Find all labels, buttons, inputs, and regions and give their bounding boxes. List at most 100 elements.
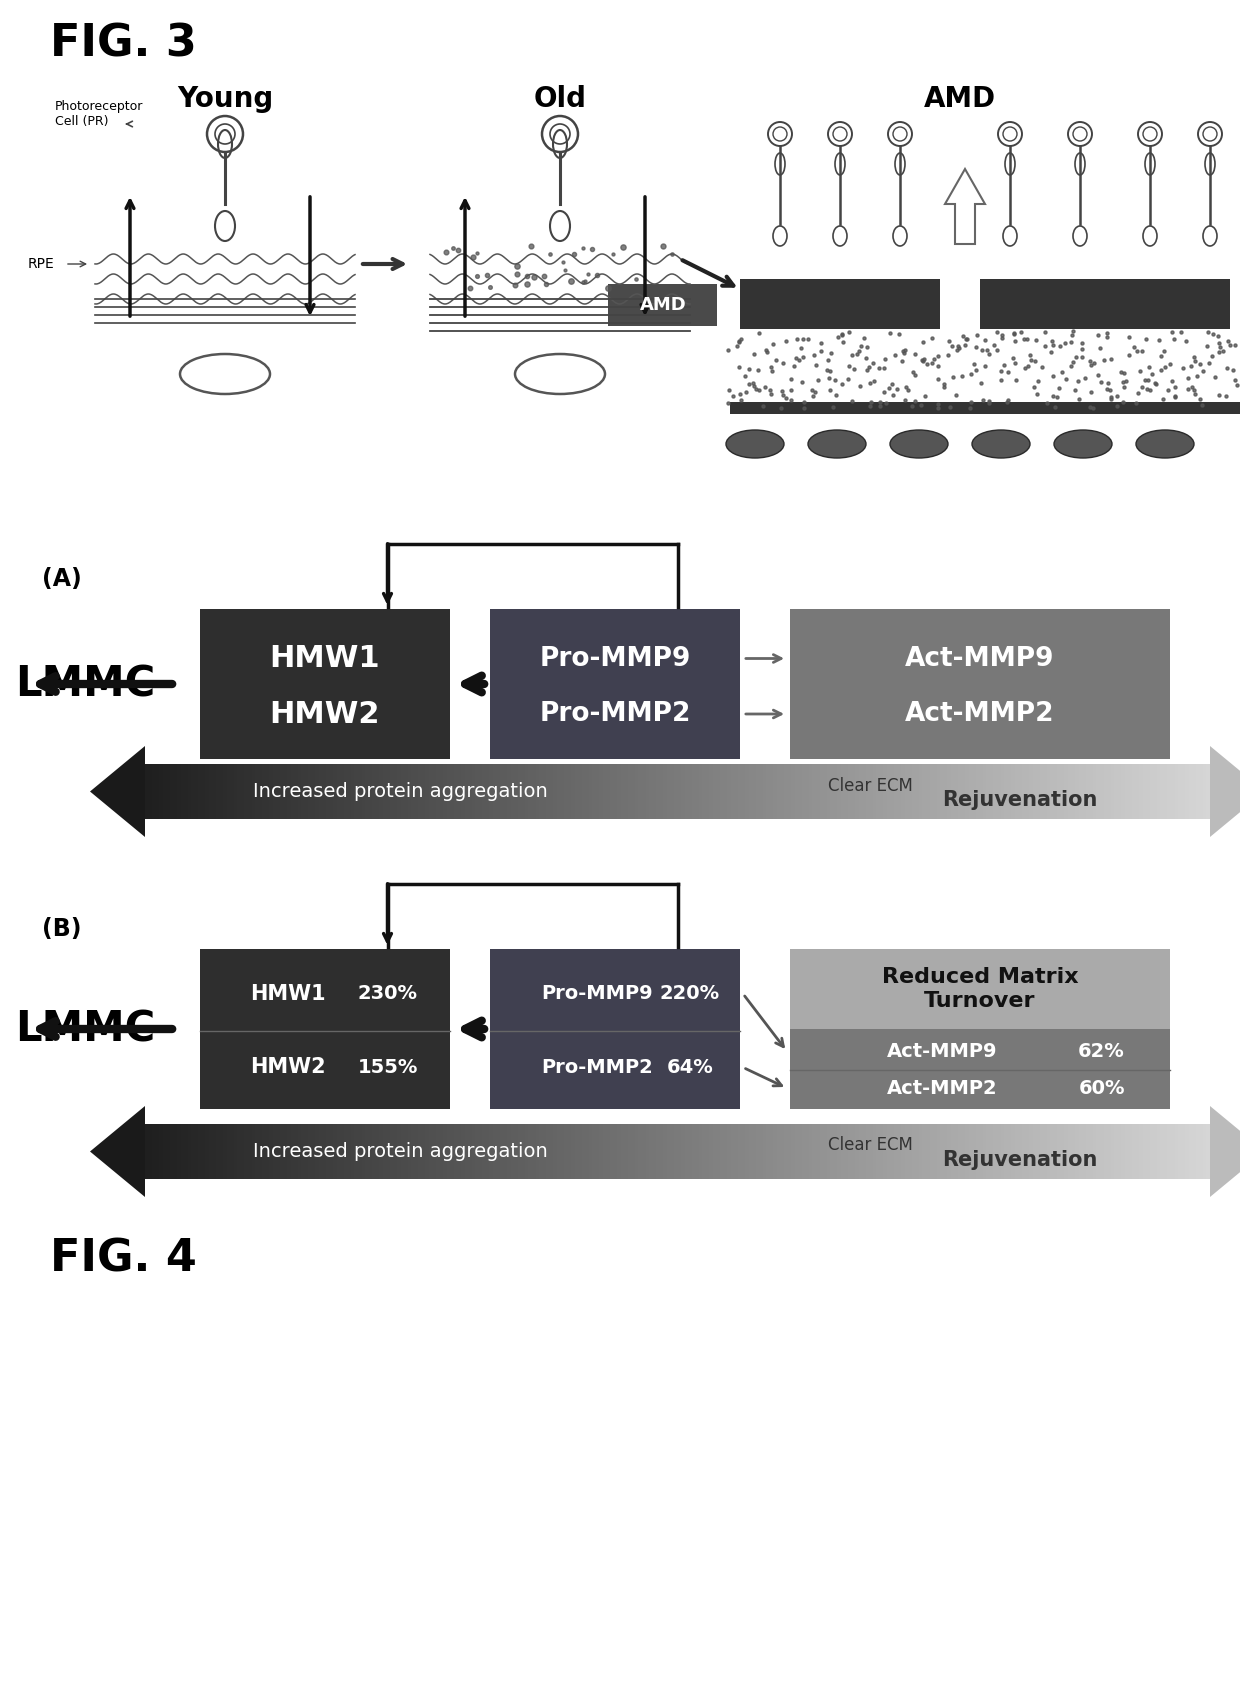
Bar bbox=[1107, 1123, 1111, 1179]
Bar bbox=[675, 1123, 678, 1179]
Bar bbox=[227, 1123, 231, 1179]
Bar bbox=[539, 763, 543, 819]
Bar bbox=[298, 763, 303, 819]
Bar bbox=[976, 763, 981, 819]
Text: Increased protein aggregation: Increased protein aggregation bbox=[253, 1142, 547, 1160]
Bar bbox=[1142, 763, 1147, 819]
Bar bbox=[730, 763, 735, 819]
Bar bbox=[557, 1123, 562, 1179]
Bar bbox=[170, 763, 175, 819]
Bar bbox=[528, 763, 533, 819]
Text: Clear ECM: Clear ECM bbox=[827, 1137, 913, 1155]
Bar bbox=[461, 763, 465, 819]
Bar bbox=[749, 1123, 753, 1179]
Text: 155%: 155% bbox=[357, 1057, 418, 1078]
Bar bbox=[627, 763, 632, 819]
Bar bbox=[280, 763, 284, 819]
Bar bbox=[934, 1123, 937, 1179]
Bar bbox=[284, 763, 288, 819]
Bar bbox=[557, 763, 562, 819]
Bar bbox=[206, 1123, 210, 1179]
Bar bbox=[574, 763, 579, 819]
Bar bbox=[412, 763, 415, 819]
Bar bbox=[408, 763, 412, 819]
Bar bbox=[532, 763, 537, 819]
Bar bbox=[454, 763, 459, 819]
Bar bbox=[265, 1123, 270, 1179]
Bar bbox=[372, 1123, 377, 1179]
Bar bbox=[294, 763, 299, 819]
Bar bbox=[681, 763, 686, 819]
Bar bbox=[503, 763, 508, 819]
Bar bbox=[1192, 1123, 1197, 1179]
Bar bbox=[603, 763, 608, 819]
Bar bbox=[1125, 1123, 1130, 1179]
Bar bbox=[1079, 763, 1084, 819]
Bar bbox=[156, 763, 160, 819]
Bar bbox=[340, 1123, 345, 1179]
Text: Rejuvenation: Rejuvenation bbox=[942, 789, 1097, 809]
Bar bbox=[671, 1123, 675, 1179]
Text: Act-MMP2: Act-MMP2 bbox=[887, 1079, 997, 1098]
Bar bbox=[465, 763, 469, 819]
Bar bbox=[1171, 763, 1176, 819]
Text: HMW2: HMW2 bbox=[249, 1057, 325, 1078]
Bar bbox=[993, 763, 998, 819]
Bar bbox=[812, 763, 817, 819]
FancyBboxPatch shape bbox=[200, 610, 450, 758]
Bar bbox=[273, 1123, 278, 1179]
Bar bbox=[244, 1123, 249, 1179]
Bar bbox=[1047, 763, 1052, 819]
Bar bbox=[212, 763, 217, 819]
Bar bbox=[596, 1123, 600, 1179]
Bar bbox=[934, 763, 937, 819]
Bar bbox=[585, 1123, 590, 1179]
Bar bbox=[787, 763, 792, 819]
Bar bbox=[521, 763, 526, 819]
Bar bbox=[578, 763, 583, 819]
Bar bbox=[986, 763, 991, 819]
Bar bbox=[343, 763, 348, 819]
Bar bbox=[309, 763, 312, 819]
Bar bbox=[387, 763, 391, 819]
Bar bbox=[262, 763, 267, 819]
Bar bbox=[337, 1123, 341, 1179]
Bar bbox=[1185, 1123, 1189, 1179]
Text: Clear ECM: Clear ECM bbox=[827, 777, 913, 794]
Bar bbox=[145, 1123, 150, 1179]
Bar bbox=[688, 1123, 693, 1179]
Bar bbox=[738, 1123, 743, 1179]
Bar bbox=[482, 763, 487, 819]
Text: HMW2: HMW2 bbox=[270, 699, 381, 728]
Bar bbox=[202, 763, 206, 819]
Ellipse shape bbox=[890, 431, 949, 458]
Bar bbox=[646, 1123, 650, 1179]
Bar bbox=[1199, 1123, 1204, 1179]
Bar bbox=[727, 1123, 732, 1179]
Bar bbox=[734, 763, 739, 819]
Bar bbox=[795, 1123, 800, 1179]
Bar bbox=[955, 763, 959, 819]
FancyBboxPatch shape bbox=[790, 610, 1171, 758]
Bar bbox=[231, 763, 234, 819]
Bar bbox=[1164, 1123, 1168, 1179]
Bar bbox=[873, 763, 878, 819]
Bar bbox=[663, 1123, 668, 1179]
Bar bbox=[536, 1123, 541, 1179]
Bar bbox=[692, 763, 696, 819]
Bar bbox=[908, 763, 913, 819]
Ellipse shape bbox=[1054, 431, 1112, 458]
Text: LMMC: LMMC bbox=[15, 664, 155, 704]
Bar bbox=[961, 1123, 966, 1179]
Bar bbox=[286, 763, 291, 819]
Text: 230%: 230% bbox=[357, 985, 418, 1003]
Bar bbox=[389, 763, 394, 819]
Bar bbox=[479, 1123, 484, 1179]
Bar bbox=[755, 1123, 760, 1179]
Bar bbox=[1022, 763, 1027, 819]
Bar bbox=[219, 1123, 224, 1179]
Bar bbox=[642, 1123, 646, 1179]
Bar bbox=[677, 1123, 682, 1179]
Bar bbox=[195, 763, 200, 819]
Bar bbox=[574, 1123, 579, 1179]
